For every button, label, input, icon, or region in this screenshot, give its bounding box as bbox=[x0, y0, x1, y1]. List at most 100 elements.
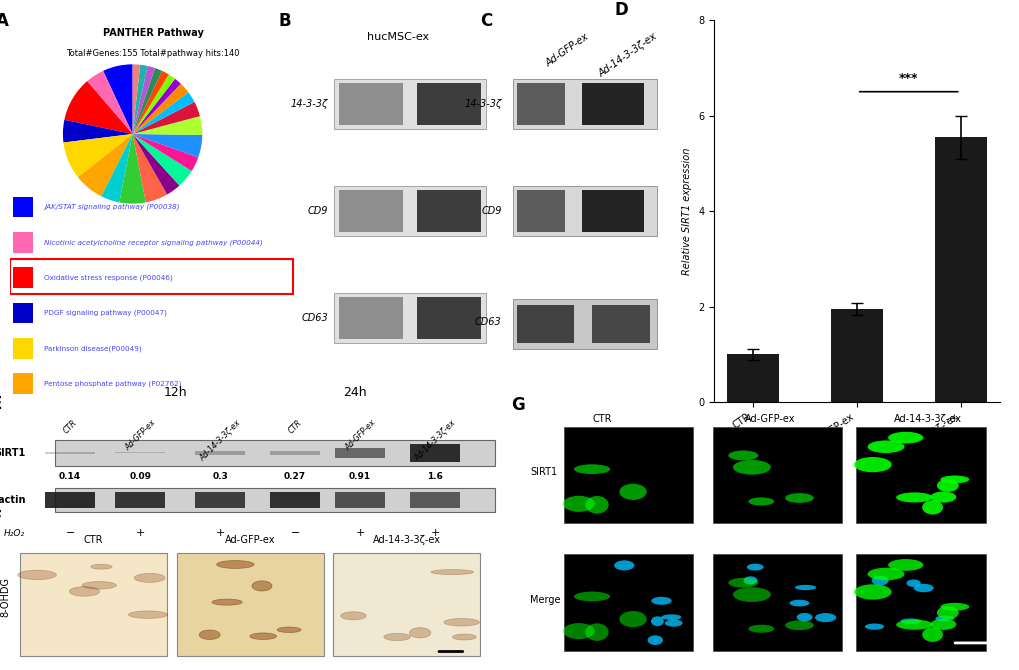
FancyBboxPatch shape bbox=[13, 232, 33, 253]
FancyBboxPatch shape bbox=[333, 186, 485, 236]
Ellipse shape bbox=[660, 614, 681, 620]
Wedge shape bbox=[63, 134, 132, 178]
Text: 0.09: 0.09 bbox=[129, 472, 151, 480]
Ellipse shape bbox=[853, 457, 891, 472]
Ellipse shape bbox=[574, 592, 609, 602]
Ellipse shape bbox=[743, 576, 757, 584]
Ellipse shape bbox=[906, 580, 920, 587]
Ellipse shape bbox=[785, 620, 813, 630]
Text: G: G bbox=[511, 396, 525, 414]
Text: Pentose phosphate pathway (P02762): Pentose phosphate pathway (P02762) bbox=[45, 381, 181, 387]
FancyBboxPatch shape bbox=[20, 553, 167, 656]
Text: PANTHER Pathway: PANTHER Pathway bbox=[103, 28, 203, 38]
Ellipse shape bbox=[562, 496, 594, 512]
Wedge shape bbox=[77, 134, 132, 196]
Ellipse shape bbox=[789, 600, 809, 606]
Text: +: + bbox=[136, 529, 145, 538]
Ellipse shape bbox=[91, 564, 112, 570]
Text: −: − bbox=[65, 529, 74, 538]
Ellipse shape bbox=[867, 567, 904, 580]
Text: 0.14: 0.14 bbox=[59, 472, 82, 480]
Ellipse shape bbox=[940, 476, 968, 483]
Ellipse shape bbox=[135, 574, 165, 582]
Ellipse shape bbox=[252, 581, 272, 591]
Ellipse shape bbox=[900, 618, 920, 624]
Ellipse shape bbox=[647, 635, 662, 645]
FancyBboxPatch shape bbox=[856, 427, 985, 523]
Ellipse shape bbox=[888, 559, 922, 571]
FancyBboxPatch shape bbox=[712, 554, 842, 651]
FancyBboxPatch shape bbox=[55, 440, 494, 466]
Wedge shape bbox=[132, 102, 200, 134]
Text: F: F bbox=[0, 509, 2, 527]
Wedge shape bbox=[132, 64, 140, 134]
Text: 14-3-3ζ: 14-3-3ζ bbox=[464, 99, 501, 109]
Wedge shape bbox=[63, 120, 132, 143]
Text: Ad-14-3-3ζ-ex: Ad-14-3-3ζ-ex bbox=[596, 31, 658, 79]
Text: Ad-GFP-ex: Ad-GFP-ex bbox=[342, 418, 377, 452]
Text: Total#Genes:155 Total#pathway hits:140: Total#Genes:155 Total#pathway hits:140 bbox=[66, 49, 239, 58]
FancyBboxPatch shape bbox=[45, 452, 95, 454]
Wedge shape bbox=[132, 65, 148, 134]
Text: Ad-GFP-ex: Ad-GFP-ex bbox=[744, 414, 795, 424]
Wedge shape bbox=[132, 71, 168, 134]
FancyBboxPatch shape bbox=[13, 338, 33, 358]
FancyBboxPatch shape bbox=[581, 190, 643, 232]
Text: Nicotinic acetylcholine receptor signaling pathway (P00044): Nicotinic acetylcholine receptor signali… bbox=[45, 239, 263, 246]
Text: hucMSC-ex: hucMSC-ex bbox=[367, 31, 428, 42]
Bar bbox=[830, 309, 881, 402]
FancyBboxPatch shape bbox=[410, 492, 460, 508]
Wedge shape bbox=[132, 68, 162, 134]
Text: 0.3: 0.3 bbox=[212, 472, 228, 480]
FancyBboxPatch shape bbox=[417, 297, 481, 339]
Ellipse shape bbox=[452, 634, 476, 640]
FancyBboxPatch shape bbox=[334, 492, 385, 508]
FancyBboxPatch shape bbox=[516, 83, 565, 125]
FancyBboxPatch shape bbox=[195, 451, 245, 455]
Text: 8-OHDG: 8-OHDG bbox=[0, 577, 10, 617]
Text: +: + bbox=[430, 529, 439, 538]
Text: H₂O₂: H₂O₂ bbox=[4, 529, 25, 538]
FancyBboxPatch shape bbox=[55, 488, 494, 512]
Wedge shape bbox=[132, 116, 202, 135]
Ellipse shape bbox=[409, 628, 430, 638]
Wedge shape bbox=[132, 79, 180, 134]
Text: SIRT1: SIRT1 bbox=[530, 468, 557, 477]
Wedge shape bbox=[132, 134, 192, 186]
Ellipse shape bbox=[940, 603, 968, 610]
FancyBboxPatch shape bbox=[856, 554, 985, 651]
Wedge shape bbox=[87, 71, 132, 134]
Ellipse shape bbox=[796, 613, 812, 621]
Ellipse shape bbox=[82, 582, 116, 589]
FancyBboxPatch shape bbox=[333, 553, 480, 656]
Ellipse shape bbox=[17, 570, 56, 580]
Text: CTR: CTR bbox=[592, 414, 611, 424]
Ellipse shape bbox=[650, 616, 663, 626]
FancyBboxPatch shape bbox=[115, 452, 165, 454]
Ellipse shape bbox=[748, 497, 773, 505]
Text: Ad-14-3-3ζ-ex: Ad-14-3-3ζ-ex bbox=[372, 535, 440, 545]
Ellipse shape bbox=[250, 633, 276, 639]
Text: CD63: CD63 bbox=[301, 313, 328, 323]
Ellipse shape bbox=[443, 618, 479, 626]
FancyBboxPatch shape bbox=[115, 492, 165, 508]
Text: Oxidative stress response (P00046): Oxidative stress response (P00046) bbox=[45, 275, 173, 281]
Ellipse shape bbox=[383, 633, 410, 641]
Ellipse shape bbox=[934, 616, 954, 621]
Wedge shape bbox=[132, 134, 202, 157]
Text: CD9: CD9 bbox=[481, 206, 501, 216]
Text: D: D bbox=[613, 1, 627, 19]
FancyBboxPatch shape bbox=[564, 427, 693, 523]
Ellipse shape bbox=[619, 484, 646, 500]
Text: Ad-GFP-ex: Ad-GFP-ex bbox=[123, 418, 157, 452]
Ellipse shape bbox=[864, 624, 883, 630]
Wedge shape bbox=[64, 81, 132, 134]
Ellipse shape bbox=[613, 560, 634, 570]
Text: Parkinson disease(P00049): Parkinson disease(P00049) bbox=[45, 345, 142, 352]
Text: Ad-14-3-3ζ-ex: Ad-14-3-3ζ-ex bbox=[413, 418, 457, 462]
FancyBboxPatch shape bbox=[338, 83, 403, 125]
Wedge shape bbox=[132, 134, 198, 171]
FancyBboxPatch shape bbox=[333, 79, 485, 129]
Ellipse shape bbox=[814, 613, 836, 622]
Ellipse shape bbox=[585, 623, 608, 641]
